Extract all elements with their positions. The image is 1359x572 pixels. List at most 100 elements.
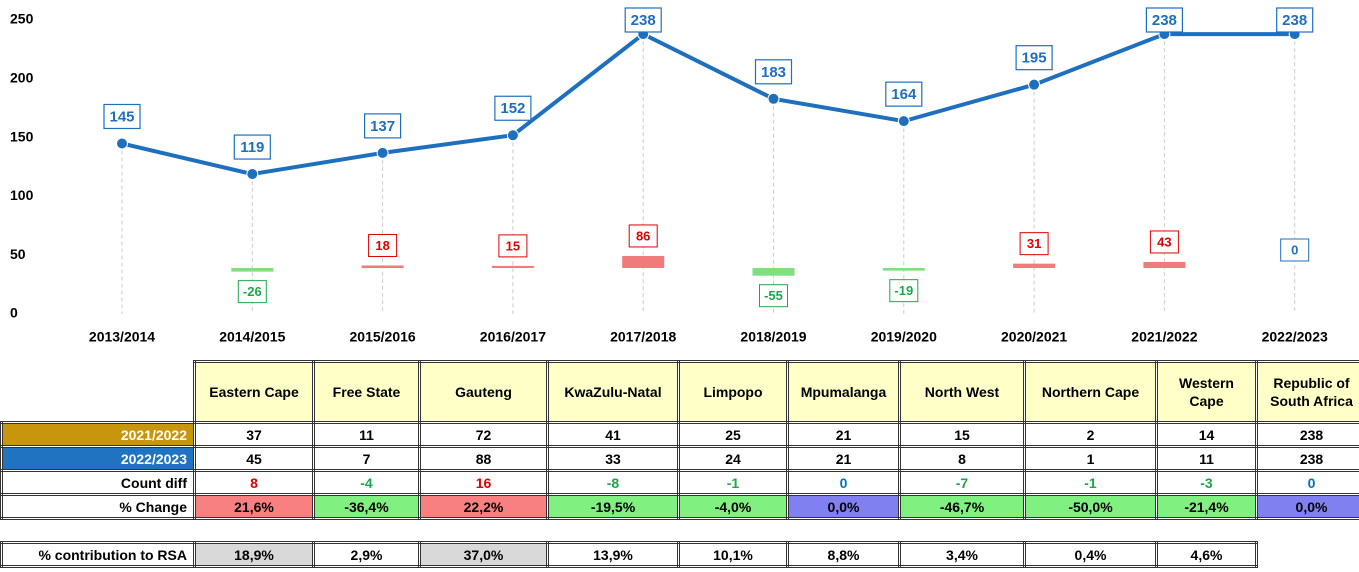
diff-label: 86 (628, 224, 658, 248)
table-cell: 14 (1155, 421, 1258, 448)
table-row: Eastern Cape Free State Gauteng KwaZulu-Nat… (2, 360, 1359, 424)
table-cell: 16 (418, 469, 549, 496)
table-cell (2, 362, 195, 423)
table-cell: -1 (677, 469, 789, 496)
label-box (498, 234, 528, 258)
diff-label-text: 86 (636, 228, 650, 243)
point (897, 115, 910, 128)
value-label: 119 (240, 139, 264, 156)
table-cell: -46,7% (898, 493, 1026, 520)
point (767, 92, 780, 105)
x-tick-label: 2013/2014 (89, 329, 155, 345)
x-tick-label: 2014/2015 (219, 329, 285, 345)
table-cell: 8 (898, 445, 1026, 472)
table-cell: -3 (1155, 469, 1258, 496)
label-box (889, 279, 919, 303)
diff-label-text: 15 (506, 238, 520, 253)
table-cell: -19,5% (546, 493, 680, 520)
table-cell: 11 (1155, 445, 1258, 472)
table-cell: Free State (312, 360, 421, 424)
y-tick-label: 200 (10, 70, 34, 86)
data-table: Eastern Cape Free State Gauteng KwaZulu-Nat… (0, 360, 1359, 520)
x-tick-label: 2018/2019 (740, 329, 806, 345)
table-cell: KwaZulu-Natal (546, 360, 680, 424)
diff-label-text: -55 (764, 288, 783, 303)
value-label: 164 (891, 86, 917, 103)
table-cell: 21 (786, 445, 901, 472)
diff-label-text: 18 (375, 238, 389, 253)
table-cell: 238 (1255, 421, 1359, 448)
table-cell: 3,4% (898, 541, 1026, 568)
table-cell: Western Cape (1155, 360, 1258, 424)
diff-bar (231, 268, 274, 272)
table-cell: 22,2% (418, 493, 549, 520)
point (246, 168, 259, 181)
x-tick-label: 2020/2021 (1001, 329, 1067, 345)
table-cell: % contribution to RSA (0, 541, 196, 568)
value-label: 145 (109, 108, 134, 125)
line-series (121, 31, 1295, 177)
table-cell: 88 (418, 445, 549, 472)
table-cell: 0 (1255, 469, 1359, 496)
table-cell: 7 (312, 445, 421, 472)
table-cell: 24 (677, 445, 789, 472)
x-tick-label: 2019/2020 (871, 329, 937, 345)
value-label: 195 (1022, 50, 1047, 67)
diff-label-text: -19 (894, 283, 913, 298)
table-row: % contribution to RSA 18,9% 2,9% 37,0% 13,9%… (0, 541, 1359, 568)
table-cell: -36,4% (312, 493, 421, 520)
table-cell: 2,9% (312, 541, 421, 568)
diff-label: 15 (498, 234, 528, 258)
table-cell: 21 (786, 421, 901, 448)
diff-label: 43 (1149, 230, 1179, 254)
point (1028, 78, 1041, 91)
value-label: 238 (1152, 12, 1177, 29)
table-cell: -7 (898, 469, 1026, 496)
table-cell: 1 (1023, 445, 1158, 472)
label-box (628, 224, 658, 248)
diff-label-text: 43 (1157, 234, 1171, 249)
label-box (1149, 230, 1179, 254)
table-cell: 15 (898, 421, 1026, 448)
label-box (233, 134, 271, 160)
table-cell: 0 (786, 469, 901, 496)
table-row: Count diff 8 -4 16 -8 -1 0 -7 -1 -3 0 (0, 469, 1359, 496)
table-cell: Gauteng (418, 360, 549, 424)
table-cell: Eastern Cape (193, 360, 315, 424)
table-row: 2022/2023 45 7 88 33 24 21 8 1 11 238 (0, 445, 1359, 472)
table-cell: 45 (193, 445, 315, 472)
table-cell: 18,9% (193, 541, 315, 568)
table: Eastern Cape Free State Gauteng KwaZulu-Nat… (0, 360, 1359, 520)
label-box (885, 81, 923, 107)
table-cell: Northern Cape (1023, 360, 1158, 424)
table-cell: Count diff (0, 469, 196, 496)
value-label: 137 (370, 118, 395, 135)
table-cell: 0,0% (786, 493, 901, 520)
table-cell: 41 (546, 421, 680, 448)
table-cell (1257, 543, 1359, 567)
table-cell: -1 (1023, 469, 1158, 496)
label-box (1015, 45, 1053, 71)
table-cell: North West (898, 360, 1026, 424)
diff-bar (622, 255, 665, 268)
label-box (237, 280, 267, 304)
table: % contribution to RSA 18,9% 2,9% 37,0% 13,9%… (0, 541, 1359, 568)
diff-bar (882, 268, 925, 271)
table-row: % Change 21,6% -36,4% 22,2% -19,5% -4,0% 0,0% -… (0, 493, 1359, 520)
y-tick-label: 250 (10, 11, 34, 27)
table-cell: 2021/2022 (0, 421, 196, 448)
label-box (1276, 7, 1314, 33)
x-tick-label: 2015/2016 (350, 329, 416, 345)
diff-label-text: -26 (243, 284, 262, 299)
table-cell: 0,4% (1023, 541, 1158, 568)
value-label: 183 (761, 64, 786, 81)
x-tick-label: 2016/2017 (480, 329, 546, 345)
value-label: 238 (1282, 12, 1307, 29)
table-cell: -4,0% (677, 493, 789, 520)
table-cell: -21,4% (1155, 493, 1258, 520)
diff-label: -55 (759, 284, 788, 308)
label-box (759, 284, 788, 308)
value-label: 152 (500, 100, 525, 117)
